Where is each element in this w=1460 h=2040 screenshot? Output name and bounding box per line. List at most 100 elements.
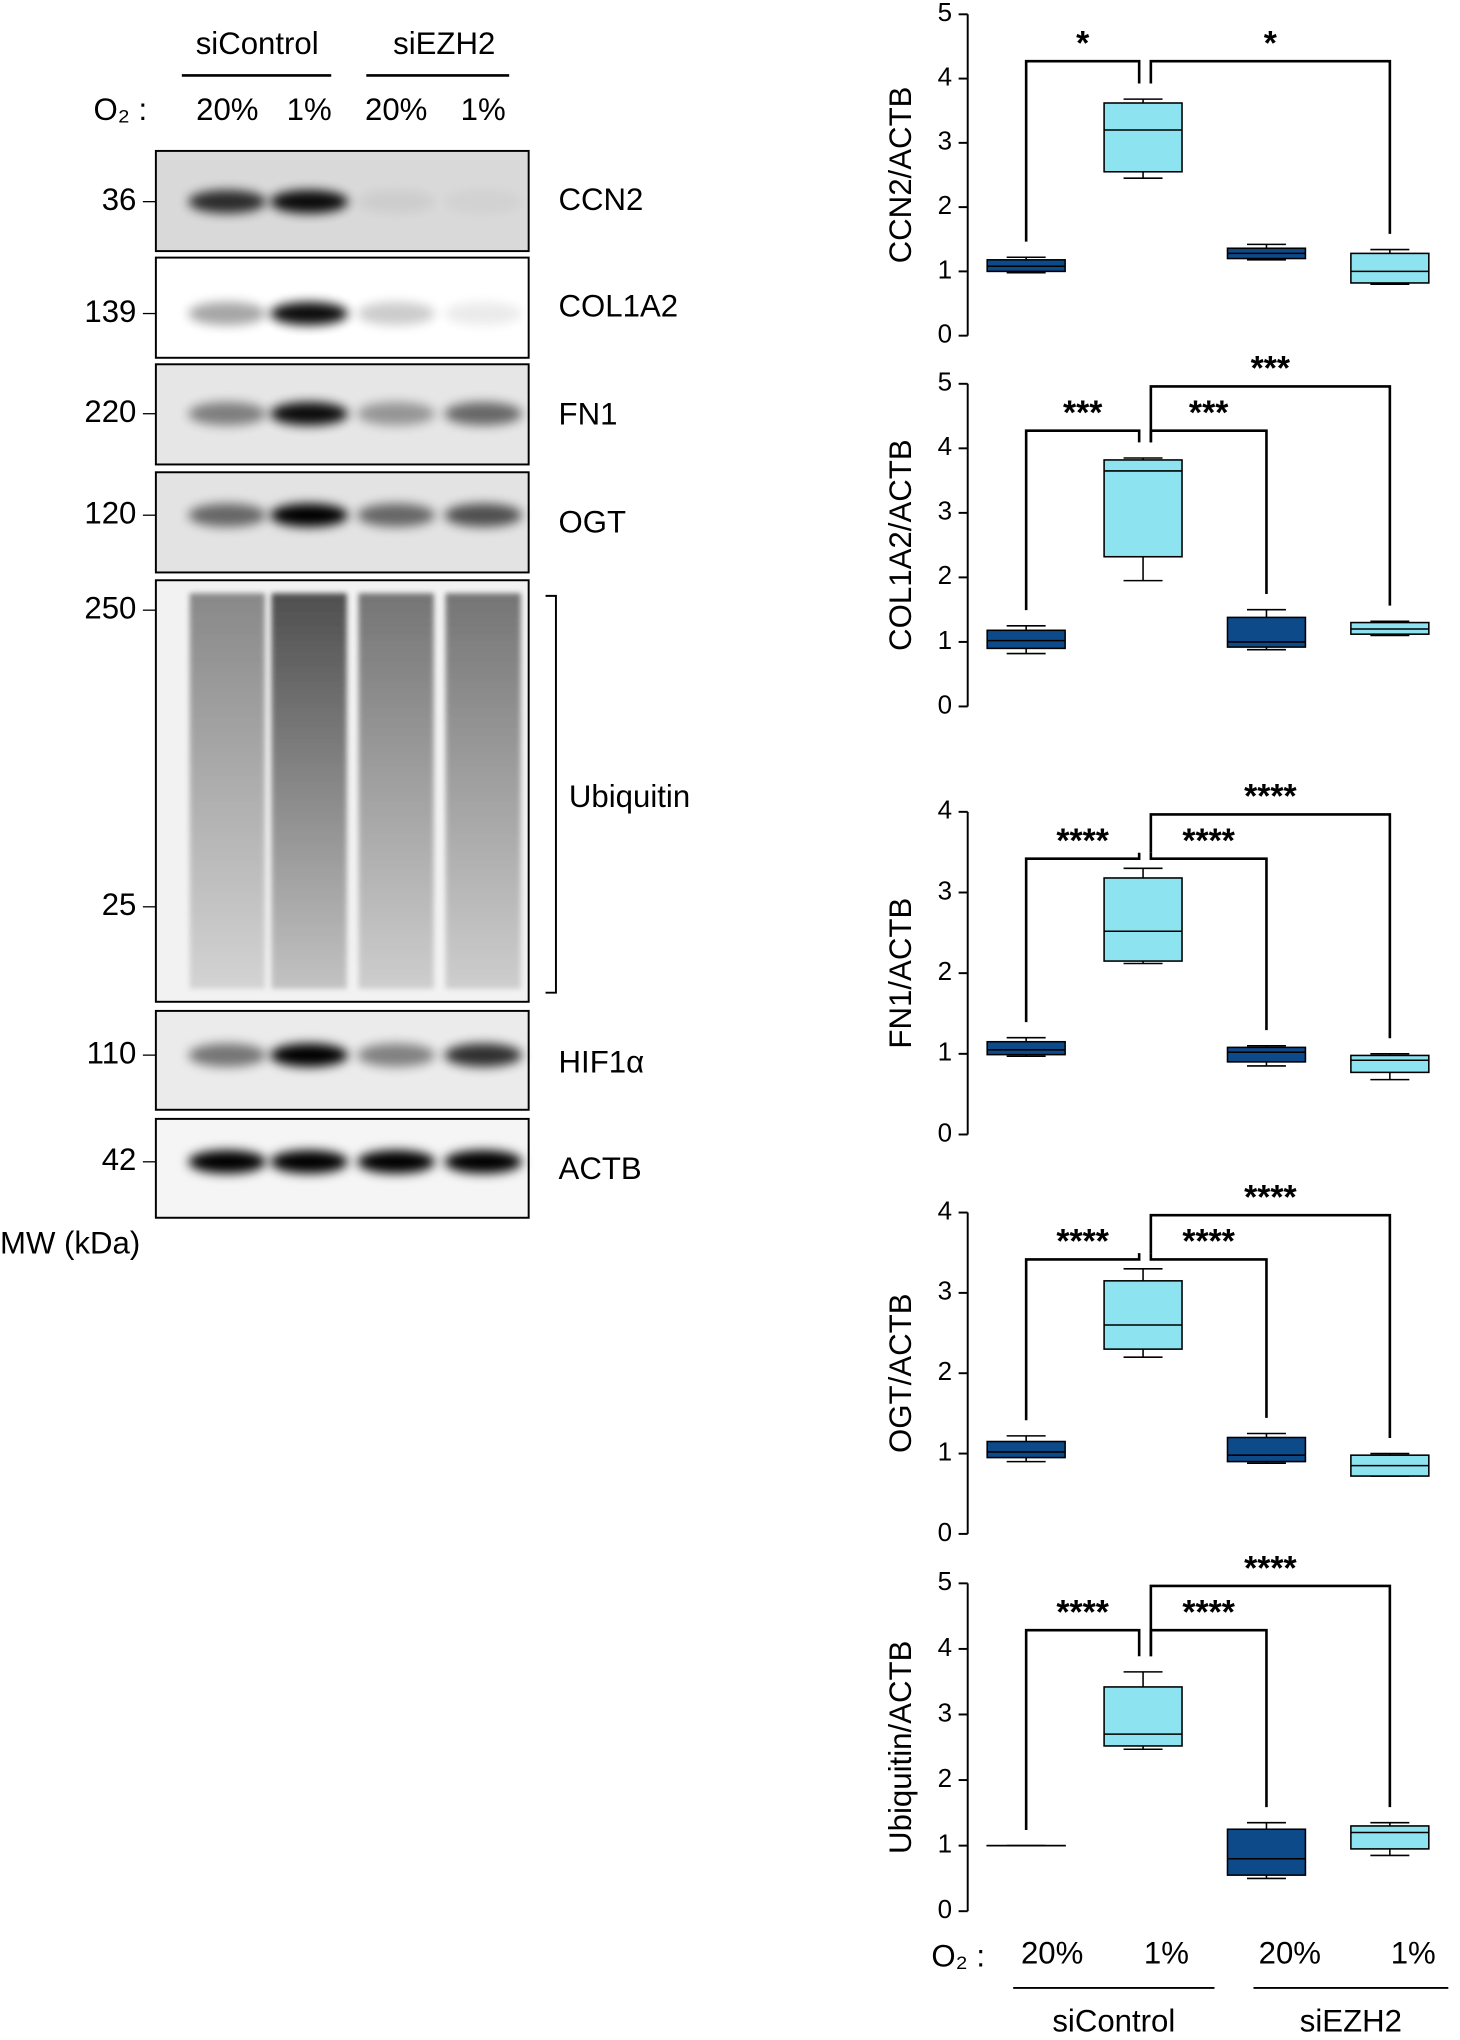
significance-bracket: [1149, 385, 1392, 606]
significance-bracket: [1024, 429, 1141, 611]
band: [270, 301, 349, 326]
y-tick-label: 4: [938, 795, 952, 825]
x-tick-label: 1%: [1391, 1936, 1436, 1971]
ubiquitin-lane: [271, 593, 347, 989]
lane-label: 1%: [287, 92, 332, 127]
band: [444, 1150, 523, 1174]
mw-label: 120: [84, 495, 136, 530]
ubiquitin-lane: [445, 593, 521, 989]
significance-bracket: [1149, 1584, 1392, 1808]
mw-label: 36: [102, 182, 137, 217]
band: [357, 301, 436, 326]
o2-label: O₂ :: [931, 1938, 985, 1973]
group-label: siControl: [196, 26, 319, 61]
box: [1226, 1436, 1307, 1463]
ubiquitin-lane: [189, 593, 265, 989]
y-axis-label: FN1/ACTB: [883, 898, 918, 1049]
o2-label: O₂ :: [94, 92, 148, 127]
y-tick-label: 3: [938, 1276, 952, 1306]
significance-label: ****: [1056, 1593, 1109, 1631]
mw-label: 42: [102, 1142, 137, 1177]
band: [188, 301, 267, 326]
box: [1103, 1280, 1183, 1350]
y-tick-label: 5: [938, 1566, 952, 1596]
protein-label: CCN2: [559, 182, 644, 217]
x-tick-label: 20%: [1021, 1936, 1083, 1971]
band: [270, 503, 349, 527]
protein-label: ACTB: [559, 1151, 642, 1186]
significance-label: ****: [1056, 822, 1109, 860]
significance-bracket: [1149, 1213, 1392, 1438]
y-tick-label: 0: [938, 1117, 952, 1147]
box: [1350, 252, 1430, 284]
box: [1103, 459, 1183, 558]
box: [986, 629, 1066, 650]
x-tick-label: 20%: [1259, 1936, 1321, 1971]
significance-label: ****: [1244, 1549, 1297, 1587]
significance-label: *: [1264, 24, 1278, 62]
y-tick-label: 1: [938, 254, 952, 284]
y-tick-label: 0: [938, 1517, 952, 1547]
significance-label: ****: [1056, 1223, 1109, 1261]
y-axis-label: OGT/ACTB: [883, 1293, 918, 1453]
band: [188, 189, 267, 214]
significance-bracket: [1024, 59, 1141, 242]
band: [444, 301, 523, 326]
y-tick-label: 3: [938, 496, 952, 526]
significance-bracket: [1024, 852, 1141, 1023]
lane-label: 20%: [365, 92, 427, 127]
band: [357, 1043, 436, 1067]
band: [357, 1150, 436, 1174]
significance-label: ****: [1182, 1593, 1235, 1631]
band: [357, 402, 436, 426]
significance-bracket: [1149, 852, 1268, 1031]
band: [444, 190, 522, 213]
protein-label: Ubiquitin: [569, 779, 690, 814]
group-label: siControl: [1052, 2003, 1175, 2038]
band: [270, 189, 349, 214]
band: [188, 503, 267, 527]
band: [270, 1043, 349, 1067]
group-label: siEZH2: [393, 26, 495, 61]
band: [357, 503, 436, 527]
band: [444, 402, 523, 426]
y-tick-label: 2: [938, 560, 952, 590]
band: [188, 1043, 267, 1067]
y-axis-label: COL1A2/ACTB: [883, 439, 918, 651]
y-tick-label: 0: [938, 689, 952, 719]
y-tick-label: 1: [938, 625, 952, 655]
protein-label: OGT: [559, 505, 627, 540]
significance-bracket: [1149, 59, 1392, 234]
mw-label: 25: [102, 887, 137, 922]
mw-label: 139: [84, 294, 136, 329]
significance-bracket: [1024, 1628, 1141, 1831]
significance-label: *: [1076, 24, 1090, 62]
y-axis-label: CCN2/ACTB: [883, 87, 918, 264]
y-tick-label: 2: [938, 956, 952, 986]
mw-unit-label: MW (kDa): [0, 1225, 140, 1260]
significance-label: ****: [1182, 1223, 1235, 1261]
mw-label: 110: [87, 1035, 137, 1070]
band: [444, 503, 523, 527]
y-tick-label: 1: [938, 1828, 952, 1858]
y-tick-label: 2: [938, 1356, 952, 1386]
band: [188, 402, 267, 426]
significance-bracket: [1024, 1253, 1141, 1421]
significance-label: ***: [1063, 394, 1103, 432]
band: [270, 1150, 349, 1174]
y-tick-label: 4: [938, 1195, 952, 1225]
x-tick-label: 1%: [1144, 1936, 1189, 1971]
y-tick-label: 4: [938, 61, 952, 91]
y-tick-label: 4: [938, 1632, 952, 1662]
significance-bracket: [1149, 1253, 1268, 1418]
significance-bracket: [1149, 813, 1392, 1039]
significance-label: ***: [1251, 350, 1291, 388]
ubiquitin-bracket: [545, 594, 557, 994]
significance-label: ****: [1244, 778, 1297, 816]
group-label: siEZH2: [1300, 2003, 1402, 2038]
protein-label: FN1: [559, 397, 618, 432]
box: [1226, 1046, 1307, 1063]
